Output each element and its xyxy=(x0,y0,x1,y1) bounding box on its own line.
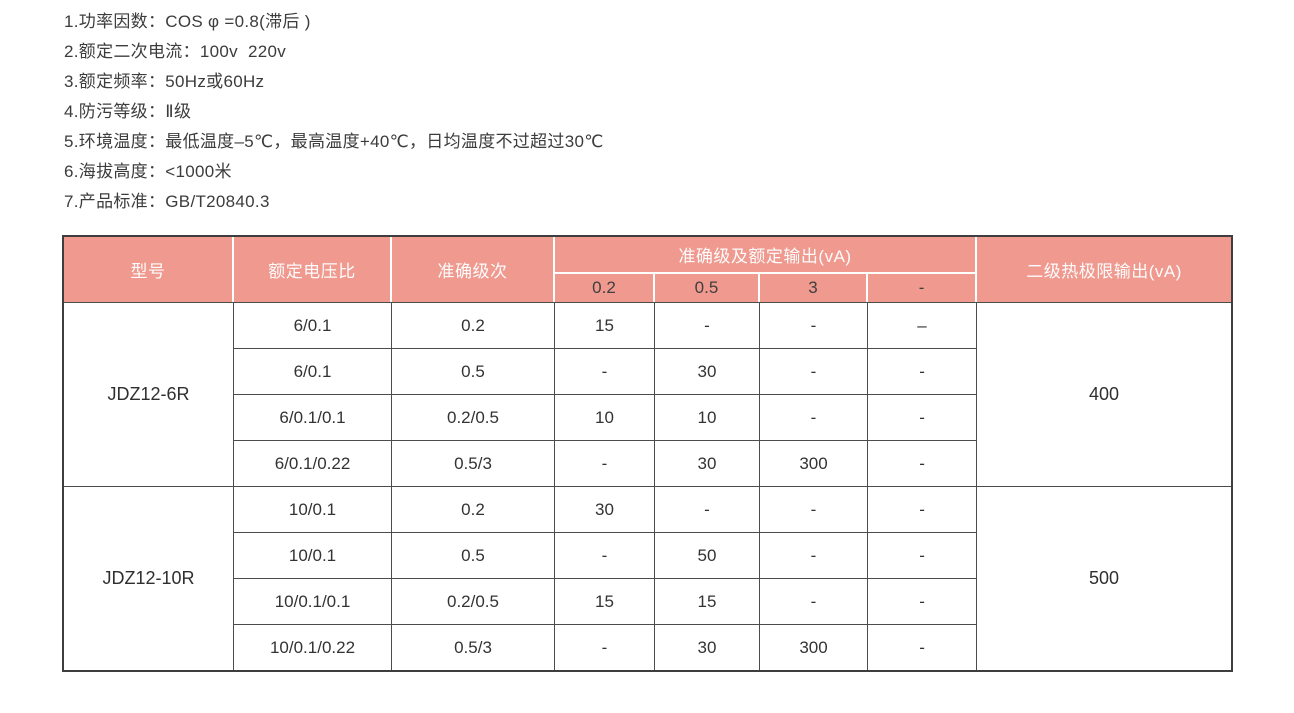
output-cell: - xyxy=(760,348,868,394)
model-cell: JDZ12-6R xyxy=(64,302,234,486)
accuracy-class-cell: 0.2/0.5 xyxy=(392,578,555,624)
table-row: 10/0.1/0.1 0.2/0.5 15 15 - - xyxy=(64,578,1231,624)
output-cell: - xyxy=(760,394,868,440)
model-cell: JDZ12-10R xyxy=(64,486,234,670)
voltage-ratio-cell: 6/0.1 xyxy=(234,302,392,348)
thermal-limit-cell: 400 xyxy=(977,302,1232,486)
accuracy-class-cell: 0.2/0.5 xyxy=(392,394,555,440)
output-cell: - xyxy=(760,532,868,578)
col-header-thermal-limit: 二级热极限输出(vA) xyxy=(977,237,1232,302)
accuracy-class-cell: 0.5 xyxy=(392,348,555,394)
table-row: 10/0.1/0.22 0.5/3 - 30 300 - xyxy=(64,624,1231,670)
output-cell: - xyxy=(868,624,978,670)
thermal-limit-cell: 500 xyxy=(977,486,1232,670)
voltage-ratio-cell: 6/0.1 xyxy=(234,348,392,394)
output-cell: 30 xyxy=(655,624,760,670)
output-cell: 15 xyxy=(555,302,655,348)
col-subheader-level-3: 3 xyxy=(760,274,868,302)
col-header-output-group: 准确级及额定输出(vA) xyxy=(555,237,978,274)
spec-list: 1.功率因数：COS φ =0.8(滞后 ) 2.额定二次电流：100v 220… xyxy=(64,7,604,217)
output-cell: - xyxy=(868,532,978,578)
col-header-model: 型号 xyxy=(64,237,234,302)
output-cell: 50 xyxy=(655,532,760,578)
output-cell: 30 xyxy=(655,440,760,486)
spec-line-pollution-class: 4.防污等级：Ⅱ级 xyxy=(64,102,192,121)
accuracy-class-cell: 0.5 xyxy=(392,532,555,578)
voltage-ratio-cell: 6/0.1/0.1 xyxy=(234,394,392,440)
spec-line-altitude: 6.海拔高度：<1000米 xyxy=(64,162,232,181)
col-subheader-level-0.5: 0.5 xyxy=(655,274,760,302)
col-subheader-level-dash: - xyxy=(868,274,978,302)
table-row: JDZ12-6R 6/0.1 0.2 15 - - – 400 xyxy=(64,302,1232,486)
col-header-voltage-ratio: 额定电压比 xyxy=(234,237,392,302)
spec-table: 型号 额定电压比 准确级次 准确级及额定输出(vA) 二级热极限输出(vA) 0… xyxy=(62,235,1234,672)
output-cell: 300 xyxy=(760,440,868,486)
output-cell: - xyxy=(655,486,760,532)
col-subheader-level-0.2: 0.2 xyxy=(555,274,655,302)
output-cell: - xyxy=(760,302,868,348)
output-cell: 15 xyxy=(555,578,655,624)
output-cell: - xyxy=(868,578,978,624)
output-cell: - xyxy=(868,486,978,532)
accuracy-class-cell: 0.2 xyxy=(392,486,555,532)
spec-line-ambient-temperature: 5.环境温度：最低温度–5℃，最高温度+40℃，日均温度不过超过30℃ xyxy=(64,132,604,151)
spec-line-secondary-current: 2.额定二次电流：100v 220v xyxy=(64,42,287,61)
accuracy-class-cell: 0.5/3 xyxy=(392,440,555,486)
table-row: 6/0.1 0.5 - 30 - - xyxy=(64,348,1231,394)
col-header-accuracy-class: 准确级次 xyxy=(392,237,555,302)
table-row: 6/0.1/0.22 0.5/3 - 30 300 - xyxy=(64,440,1231,486)
output-cell: 10 xyxy=(655,394,760,440)
spec-line-product-standard: 7.产品标准：GB/T20840.3 xyxy=(64,192,270,211)
output-cell: - xyxy=(868,440,978,486)
output-cell: - xyxy=(555,532,655,578)
output-cell: - xyxy=(868,394,978,440)
output-cell: - xyxy=(555,624,655,670)
output-cell: - xyxy=(760,578,868,624)
table-row: 6/0.1/0.1 0.2/0.5 10 10 - - xyxy=(64,394,1231,440)
spec-line-rated-frequency: 3.额定频率：50Hz或60Hz xyxy=(64,72,265,91)
output-cell: - xyxy=(655,302,760,348)
table-row: 10/0.1 0.5 - 50 - - xyxy=(64,532,1231,578)
output-cell: 30 xyxy=(655,348,760,394)
accuracy-class-cell: 0.5/3 xyxy=(392,624,555,670)
output-cell: – xyxy=(868,302,978,348)
accuracy-class-cell: 0.2 xyxy=(392,302,555,348)
output-cell: - xyxy=(555,348,655,394)
table-row: JDZ12-10R 10/0.1 0.2 30 - - - 500 xyxy=(64,486,1232,670)
voltage-ratio-cell: 10/0.1 xyxy=(234,532,392,578)
output-cell: 300 xyxy=(760,624,868,670)
voltage-ratio-cell: 10/0.1 xyxy=(234,486,392,532)
voltage-ratio-cell: 10/0.1/0.22 xyxy=(234,624,392,670)
output-cell: - xyxy=(760,486,868,532)
output-cell: - xyxy=(555,440,655,486)
output-cell: 10 xyxy=(555,394,655,440)
spec-line-power-factor: 1.功率因数：COS φ =0.8(滞后 ) xyxy=(64,12,311,31)
output-cell: - xyxy=(868,348,978,394)
output-cell: 30 xyxy=(555,486,655,532)
voltage-ratio-cell: 6/0.1/0.22 xyxy=(234,440,392,486)
voltage-ratio-cell: 10/0.1/0.1 xyxy=(234,578,392,624)
output-cell: 15 xyxy=(655,578,760,624)
